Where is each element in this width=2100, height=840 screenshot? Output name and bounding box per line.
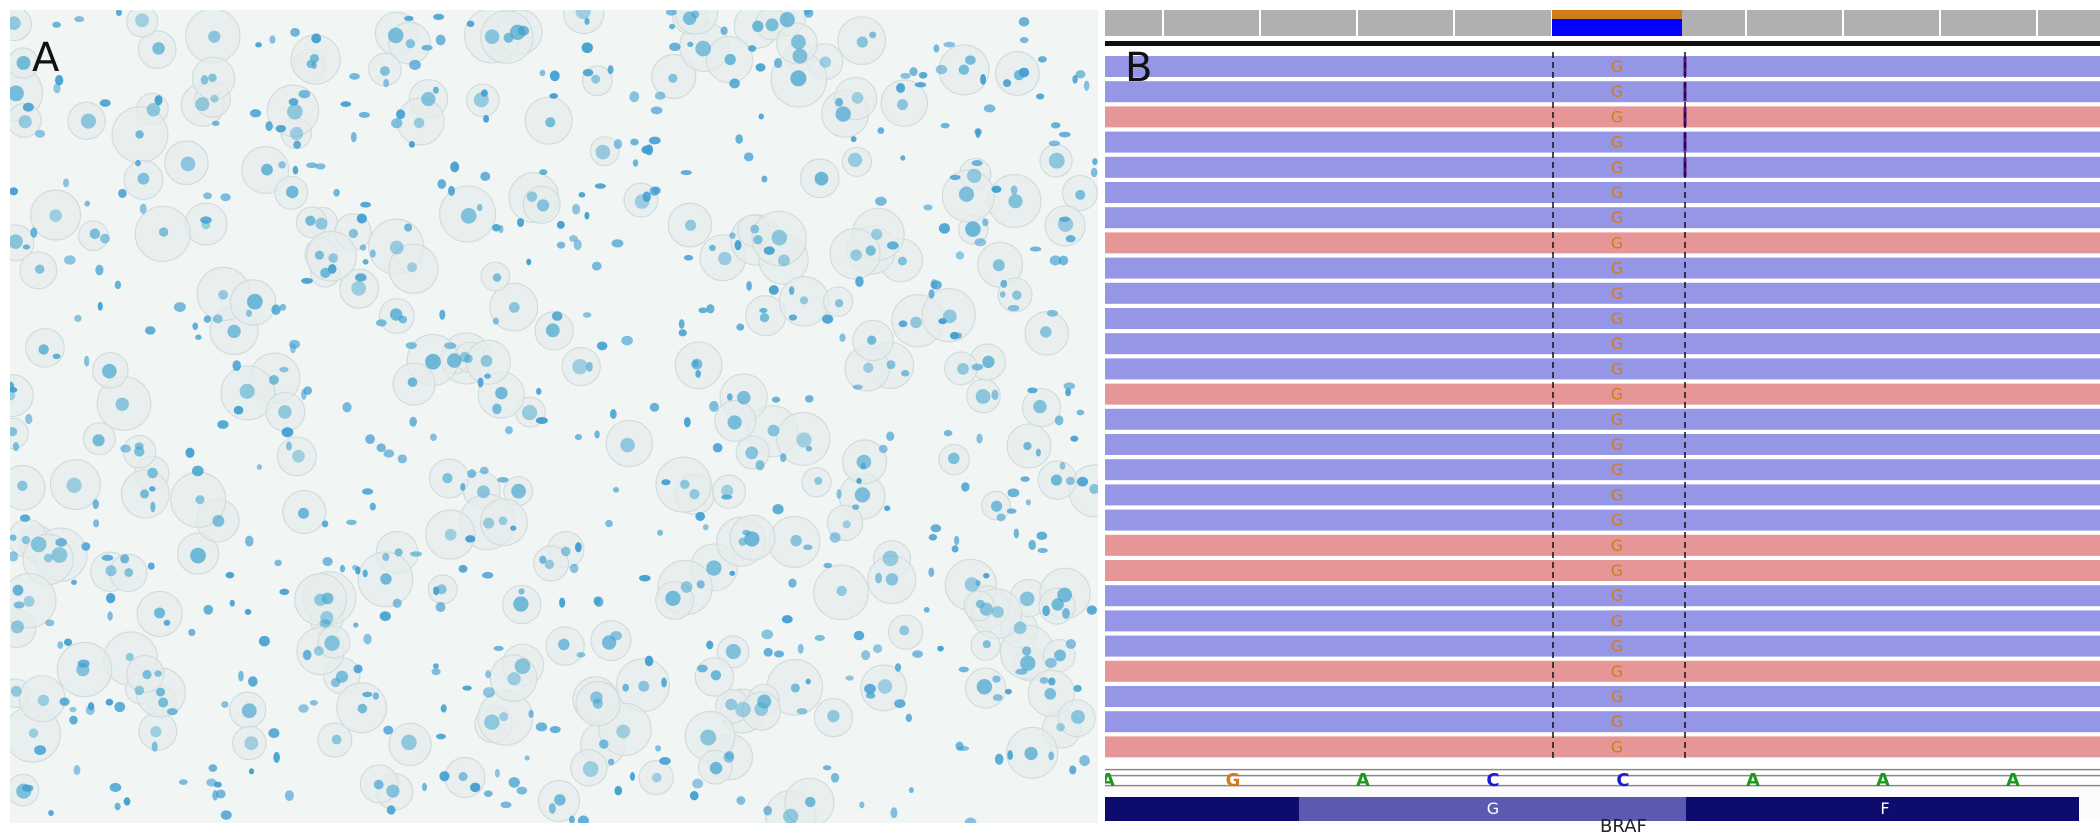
mismatch-base: G [1611, 611, 1623, 630]
mismatch-base: G [1611, 208, 1623, 227]
codon-block [1686, 797, 2079, 821]
mismatch-base: G [1611, 57, 1623, 76]
read-bar [1105, 635, 2100, 657]
mismatch-base: G [1611, 712, 1623, 731]
read-bar [1105, 156, 2100, 178]
mismatch-base: G [1611, 687, 1623, 706]
mismatch-base: G [1611, 133, 1623, 152]
mismatch-base: G [1611, 233, 1623, 252]
reference-base: G [1226, 770, 1241, 791]
codon-block [1299, 797, 1686, 821]
read-bar [1105, 308, 2100, 329]
read-bar [1105, 736, 2100, 758]
cell-nuclei [10, 10, 1098, 823]
coverage-alt-allele-bar [1552, 10, 1682, 19]
read-bar [1105, 383, 2100, 405]
read-bar [1105, 358, 2100, 380]
read-bar [1105, 408, 2100, 430]
read-bar [1105, 56, 2100, 77]
mismatch-base: G [1611, 586, 1623, 605]
read-bar [1105, 434, 2100, 455]
codon-block [1105, 797, 1299, 821]
gene-name-label: BRAF [1600, 816, 1647, 837]
read-bar [1105, 333, 2100, 355]
read-bar [1105, 484, 2100, 506]
read-bar [1105, 560, 2100, 581]
read-bar [1105, 131, 2100, 153]
mismatch-base: G [1611, 662, 1623, 681]
amino-acid-label: F [1880, 799, 1889, 818]
mismatch-base: G [1611, 435, 1623, 454]
reference-base: C [1616, 770, 1629, 791]
mismatch-base: G [1611, 334, 1623, 353]
mismatch-base: G [1611, 309, 1623, 328]
coverage-ref-allele-bar [1552, 19, 1682, 36]
read-bar [1105, 660, 2100, 682]
read-bar [1105, 610, 2100, 632]
mismatch-base: G [1611, 107, 1623, 126]
mismatch-base: G [1611, 536, 1623, 555]
mismatch-base: G [1611, 511, 1623, 530]
mismatch-base: G [1611, 385, 1623, 404]
coverage-track [1105, 10, 2100, 46]
read-bar [1105, 232, 2100, 254]
reference-base: A [2006, 770, 2020, 791]
mismatch-base: G [1611, 485, 1623, 504]
reference-base: A [1105, 770, 1115, 791]
read-bar [1105, 711, 2100, 733]
track-divider [1105, 41, 2100, 46]
cell-halos [10, 10, 1098, 823]
read-bar [1105, 282, 2100, 304]
stained-cells-image [10, 10, 1098, 823]
read-bar [1105, 257, 2100, 279]
amino-acid-label: G [1487, 799, 1499, 818]
mismatch-base: G [1611, 259, 1623, 278]
read-bar [1105, 106, 2100, 128]
mismatch-base: G [1611, 183, 1623, 202]
mismatch-base: G [1611, 561, 1623, 580]
mismatch-base: G [1611, 737, 1623, 756]
reference-base: A [1356, 770, 1370, 791]
read-bar [1105, 534, 2100, 556]
reference-base: C [1486, 770, 1499, 791]
read-bar [1105, 182, 2100, 203]
read-bar [1105, 509, 2100, 531]
cytology-image-panel: A [10, 10, 1098, 823]
mismatch-base: G [1611, 82, 1623, 101]
mismatch-base: G [1611, 158, 1623, 177]
read-bar [1105, 459, 2100, 481]
mismatch-base: G [1611, 460, 1623, 479]
mismatch-base: G [1611, 410, 1623, 429]
panel-b-label: B [1125, 45, 1153, 91]
mismatch-base: G [1611, 637, 1623, 656]
mismatch-base: G [1611, 284, 1623, 303]
mismatch-base: G [1611, 359, 1623, 378]
read-bar [1105, 686, 2100, 707]
read-bar [1105, 585, 2100, 607]
reference-base: A [1876, 770, 1890, 791]
read-bar [1105, 81, 2100, 103]
reference-base: A [1746, 770, 1760, 791]
panel-a-label: A [32, 35, 60, 81]
read-bar [1105, 207, 2100, 229]
